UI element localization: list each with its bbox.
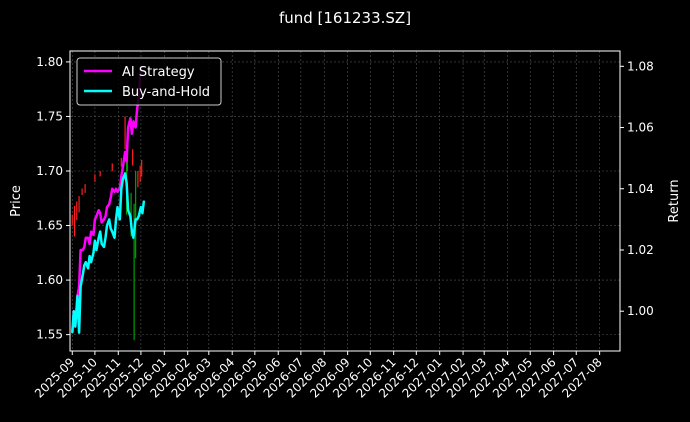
data-point-ai-strategy <box>129 117 132 120</box>
data-point-ai-strategy <box>124 151 126 153</box>
data-point-buy-and-hold <box>141 212 144 215</box>
y-tick-label-right: 1.04 <box>627 182 654 196</box>
data-point-buy-and-hold <box>94 239 96 242</box>
legend-label-buy-and-hold: Buy-and-Hold <box>122 85 210 100</box>
data-point-ai-strategy <box>79 249 82 251</box>
data-point-buy-and-hold <box>131 230 133 233</box>
data-point-buy-and-hold <box>118 218 121 221</box>
data-point-ai-strategy <box>132 120 135 123</box>
data-point-buy-and-hold <box>90 261 92 264</box>
data-point-ai-strategy <box>92 233 95 236</box>
data-point-buy-and-hold <box>88 255 91 257</box>
legend-label-ai-strategy: AI Strategy <box>122 65 195 80</box>
y-tick-label-right: 1.02 <box>627 243 654 257</box>
data-point-buy-and-hold <box>78 331 80 334</box>
legend: AI Strategy Buy-and-Hold <box>76 57 222 106</box>
y-tick-label-right: 1.08 <box>627 59 654 73</box>
y-axis-right-label: Return <box>667 179 682 222</box>
data-point-ai-strategy <box>94 218 96 221</box>
data-point-buy-and-hold <box>87 267 89 270</box>
data-point-buy-and-hold <box>97 236 100 239</box>
data-point-buy-and-hold <box>125 181 128 184</box>
y-tick-label-right: 1.06 <box>627 121 654 135</box>
data-point-ai-strategy <box>116 191 119 193</box>
data-point-ai-strategy <box>122 166 124 169</box>
data-point-buy-and-hold <box>122 178 124 181</box>
data-point-ai-strategy <box>113 191 116 193</box>
data-point-buy-and-hold <box>113 236 116 239</box>
data-point-buy-and-hold <box>85 261 87 264</box>
data-point-buy-and-hold <box>100 243 103 245</box>
data-point-ai-strategy <box>103 218 105 221</box>
y-tick-label-left: 1.60 <box>36 273 63 287</box>
data-point-buy-and-hold <box>136 218 138 221</box>
data-point-buy-and-hold <box>129 215 132 218</box>
data-point-buy-and-hold <box>132 236 135 239</box>
data-point-buy-and-hold <box>95 249 98 251</box>
data-point-ai-strategy <box>120 175 123 178</box>
data-point-buy-and-hold <box>76 295 79 297</box>
data-point-buy-and-hold <box>108 218 111 221</box>
legend-box <box>76 57 222 106</box>
data-point-buy-and-hold <box>99 230 101 233</box>
y-axis-left-label: Price <box>9 185 24 217</box>
data-point-buy-and-hold <box>111 230 114 233</box>
data-point-ai-strategy <box>108 203 111 205</box>
data-point-buy-and-hold <box>83 264 86 267</box>
chart-title: fund [161233.SZ] <box>279 9 411 27</box>
data-point-buy-and-hold <box>127 209 129 211</box>
data-point-ai-strategy <box>87 236 89 239</box>
data-point-ai-strategy <box>99 212 101 215</box>
data-point-ai-strategy <box>83 246 86 248</box>
series-lines <box>71 65 146 334</box>
data-point-buy-and-hold <box>115 218 117 221</box>
data-point-buy-and-hold <box>124 172 126 175</box>
y-tick-label-left: 1.65 <box>36 219 63 233</box>
y-tick-label-left: 1.70 <box>36 164 63 178</box>
y-tick-label-left: 1.55 <box>36 328 63 342</box>
data-point-ai-strategy <box>111 187 114 190</box>
y-tick-label-left: 1.75 <box>36 109 63 123</box>
data-point-buy-and-hold <box>134 218 137 221</box>
data-point-ai-strategy <box>136 108 138 110</box>
data-point-ai-strategy <box>125 160 128 163</box>
data-point-buy-and-hold <box>120 187 123 190</box>
data-point-ai-strategy <box>131 132 133 135</box>
data-point-ai-strategy <box>109 197 112 199</box>
data-point-buy-and-hold <box>71 331 74 334</box>
data-point-ai-strategy <box>104 215 107 218</box>
data-point-buy-and-hold <box>116 206 119 208</box>
data-point-buy-and-hold <box>92 252 95 254</box>
data-point-ai-strategy <box>90 230 92 233</box>
data-point-buy-and-hold <box>72 310 75 313</box>
plot-frame <box>69 50 621 352</box>
data-point-ai-strategy <box>127 126 129 129</box>
data-point-ai-strategy <box>85 236 87 239</box>
data-point-ai-strategy <box>134 126 137 129</box>
y-tick-label-right: 1.00 <box>627 304 654 318</box>
data-point-buy-and-hold <box>143 200 145 202</box>
data-point-buy-and-hold <box>103 246 105 248</box>
data-point-ai-strategy <box>95 215 98 218</box>
series-line-buy-and-hold <box>71 172 146 334</box>
data-point-buy-and-hold <box>109 227 112 230</box>
data-point-buy-and-hold <box>82 273 84 276</box>
data-point-ai-strategy <box>106 206 108 208</box>
data-point-buy-and-hold <box>104 236 107 239</box>
data-point-ai-strategy <box>88 243 91 245</box>
data-point-buy-and-hold <box>140 206 142 208</box>
series-line-ai-strategy <box>71 66 143 333</box>
data-point-buy-and-hold <box>74 325 77 328</box>
y-tick-label-left: 1.80 <box>36 55 63 69</box>
data-point-ai-strategy <box>82 249 84 251</box>
data-point-ai-strategy <box>97 209 100 211</box>
data-point-buy-and-hold <box>79 285 82 288</box>
data-point-buy-and-hold <box>137 215 140 218</box>
data-point-ai-strategy <box>115 187 117 190</box>
data-point-ai-strategy <box>100 221 103 224</box>
data-point-buy-and-hold <box>106 224 108 227</box>
